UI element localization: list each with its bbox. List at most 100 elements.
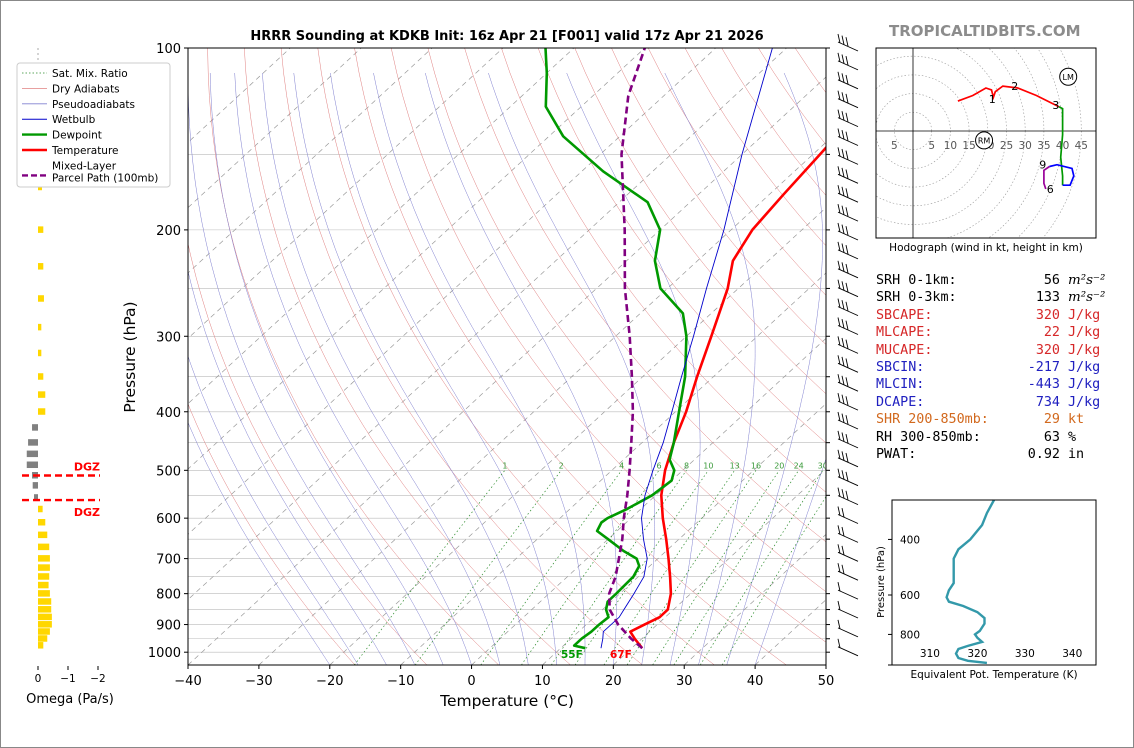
wind-barb [837, 544, 859, 562]
wind-barb [837, 582, 859, 600]
wind-barb-shaft [837, 514, 859, 524]
wind-barb-flag [845, 131, 849, 141]
isotherm-line [400, 272, 826, 665]
wind-barb-flag [841, 167, 845, 177]
wind-barb-flag [841, 148, 845, 159]
wind-barb-flag [841, 54, 845, 64]
wind-barb [837, 166, 859, 184]
wind-barb-flag [837, 204, 841, 214]
wind-barb-flag [845, 112, 849, 122]
theta-e-x-tick-label: 310 [920, 648, 940, 660]
dry-adiabat [317, 48, 715, 665]
wind-barb-shaft [837, 343, 859, 354]
moist-adiabat [726, 72, 823, 665]
wind-barb-shaft [837, 41, 859, 52]
stat-row: MUCAPE: 320 J/kg [876, 342, 1105, 359]
isotherm-line [188, 48, 716, 535]
wind-barbs [837, 33, 859, 657]
isotherm-line [188, 76, 826, 665]
isotherm-line [188, 48, 787, 601]
isotherm-line [471, 337, 826, 665]
wind-barb-flag [845, 396, 849, 406]
stat-label: MLCAPE: [876, 325, 933, 341]
omega-bar [38, 226, 44, 233]
wind-barb-shaft [837, 249, 859, 260]
isotherm-line [188, 48, 575, 405]
theta-e-x-tick-label: 340 [1062, 648, 1082, 660]
branding-watermark: TROPICALTIDBITS.COM [889, 22, 1081, 40]
wind-barb-shaft [837, 362, 859, 373]
stat-label: SRH 0-3km: [876, 290, 957, 306]
wind-barb [837, 71, 859, 90]
wind-barb [837, 128, 859, 146]
wind-barb-flag [841, 432, 845, 442]
wind-barb [837, 449, 859, 468]
wind-barb [837, 279, 859, 298]
wind-barb-flag [841, 92, 845, 102]
hodograph-caption: Hodograph (wind in kt, height in km) [889, 242, 1083, 254]
wind-barb-flag [837, 222, 841, 233]
wind-barb-shaft [837, 79, 859, 90]
mixing-ratio-label: 2 [559, 461, 564, 470]
wind-barb-shaft [837, 173, 859, 184]
isotherm-line [188, 48, 646, 470]
wind-barb [837, 317, 859, 335]
stat-row: SBCAPE: 320 J/kg [876, 307, 1105, 324]
wind-barb-flag [841, 111, 845, 121]
wind-barb-flag [837, 166, 841, 176]
skewt-data-lines [544, 48, 826, 650]
right-mover-label: RM [978, 136, 991, 145]
moist-adiabat [293, 72, 529, 665]
stat-value: -443 [1027, 377, 1060, 393]
dewpoint-line [544, 48, 688, 650]
mixing-ratio-line [414, 470, 562, 665]
wind-barb-flag [837, 336, 841, 346]
wind-barb-flag [845, 226, 849, 236]
mixing-ratio-label: 6 [656, 461, 661, 470]
stat-unit: % [1068, 429, 1077, 445]
stat-unit: m²s⁻² [1068, 273, 1106, 288]
wind-barb [837, 260, 859, 279]
legend-label: Dewpoint [52, 130, 102, 142]
omega-bar [38, 598, 52, 605]
omega-bar [38, 323, 42, 331]
hodograph-ring-label: 35 [1037, 140, 1050, 152]
wind-barb-flag [845, 471, 849, 481]
stat-unit: J/kg [1068, 342, 1101, 358]
stat-value: 56 [1043, 273, 1060, 288]
wetbulb-line [600, 48, 773, 649]
wind-barb [837, 355, 859, 373]
mixing-ratio-label: 13 [730, 461, 740, 470]
hodograph-segment-3-6km [1058, 105, 1064, 186]
wind-barb-flag [845, 263, 849, 274]
wind-barb-flag [845, 434, 849, 444]
omega-bar [38, 621, 52, 628]
dry-adiabat [464, 48, 826, 543]
moist-adiabat [188, 421, 331, 665]
hodograph-height-label: 6 [1047, 183, 1054, 196]
wind-barb-flag [837, 374, 841, 384]
theta-e-line [945, 499, 996, 665]
wind-barb-flag [837, 600, 841, 611]
y-tick-label: 300 [156, 330, 181, 345]
moist-adiabat [188, 355, 359, 665]
wind-barb-flag [841, 356, 845, 366]
x-tick-label: −30 [245, 674, 272, 689]
stat-label: SBCAPE: [876, 307, 933, 323]
wind-barb-flag [837, 638, 841, 648]
wind-barb-shaft [837, 570, 859, 581]
temperature-line [629, 145, 826, 650]
mixing-ratio-line [673, 470, 799, 665]
wind-barb-flag [837, 506, 841, 516]
wind-barb-flag [845, 452, 849, 463]
wind-barb [837, 374, 859, 392]
mixing-ratio-label: 20 [774, 461, 784, 470]
omega-x-tick-label: 0 [35, 673, 42, 685]
stat-unit: J/kg [1068, 394, 1101, 410]
wind-barb-flag [845, 188, 849, 198]
hodograph-ring-label: 45 [1075, 140, 1088, 152]
wind-barb-shaft [837, 400, 859, 411]
moist-adiabat [188, 270, 387, 665]
stat-label: DCAPE: [876, 394, 925, 410]
theta-e-ylabel: Pressure (hPa) [876, 546, 887, 618]
